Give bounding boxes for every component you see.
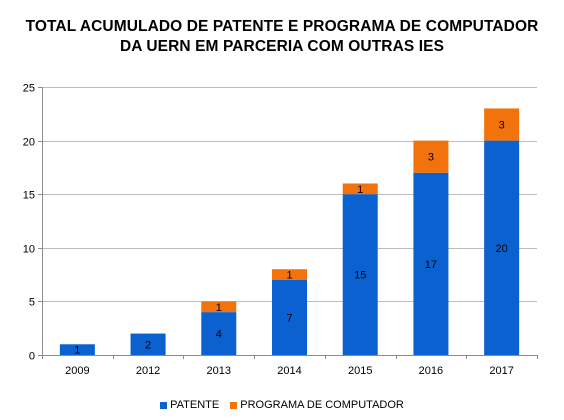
bar-patente-2014	[272, 279, 307, 355]
data-label-patente-2013: 4	[216, 329, 222, 341]
bar-programa-2013	[201, 301, 237, 313]
data-label-programa-2013: 1	[216, 302, 222, 314]
bar-programa-2015	[342, 183, 378, 195]
data-label-patente-2014: 7	[286, 312, 292, 324]
chart-legend: PATENTE PROGRAMA DE COMPUTADOR	[0, 399, 564, 412]
legend-label-patente: PATENTE	[170, 399, 220, 411]
x-tick-label-2013: 2013	[207, 365, 231, 377]
data-label-patente-2015: 15	[354, 270, 366, 282]
bar-patente-2009	[59, 344, 95, 355]
data-label-patente-2016: 17	[425, 259, 437, 271]
chart-title-line-2: DA UERN EM PARCERIA COM OUTRAS IES	[119, 38, 445, 55]
x-tick-label-2012: 2012	[136, 365, 160, 377]
y-tick-label-10: 10	[23, 244, 35, 256]
x-tick-label-2015: 2015	[348, 365, 372, 377]
data-label-programa-2017: 3	[499, 120, 505, 132]
legend-item-programa: PROGRAMA DE COMPUTADOR	[230, 399, 404, 411]
data-label-patente-2009: 1	[74, 345, 80, 357]
legend-swatch-programa	[230, 401, 238, 409]
bar-patente-2016	[413, 172, 449, 355]
data-label-programa-2014: 1	[286, 270, 292, 282]
bar-patente-2015	[342, 194, 378, 355]
bar-patente-2013	[201, 312, 237, 355]
x-tick-label-2017: 2017	[489, 365, 513, 377]
bar-patente-2012	[130, 333, 166, 355]
data-label-programa-2016: 3	[428, 152, 434, 164]
chart-title-line-1: TOTAL ACUMULADO DE PATENTE E PROGRAMA DE…	[25, 18, 539, 35]
y-tick-label-20: 20	[23, 137, 35, 149]
legend-swatch-patente	[160, 401, 168, 409]
bar-programa-2014	[272, 269, 307, 280]
data-label-patente-2017: 20	[496, 243, 508, 255]
x-tick-label-2014: 2014	[277, 365, 301, 377]
data-label-programa-2015: 1	[357, 184, 363, 196]
y-tick-label-25: 25	[23, 83, 35, 95]
y-tick-label-15: 15	[23, 190, 35, 202]
bar-programa-2016	[413, 140, 449, 173]
data-label-patente-2012: 2	[145, 339, 151, 351]
legend-label-programa: PROGRAMA DE COMPUTADOR	[240, 399, 404, 411]
x-tick-label-2016: 2016	[419, 365, 443, 377]
bar-programa-2017	[484, 108, 520, 141]
y-tick-label-5: 5	[29, 297, 35, 309]
x-tick-label-2009: 2009	[65, 365, 89, 377]
bar-patente-2017	[484, 140, 520, 355]
legend-item-patente: PATENTE	[160, 399, 219, 411]
y-tick-label-0: 0	[29, 351, 35, 363]
